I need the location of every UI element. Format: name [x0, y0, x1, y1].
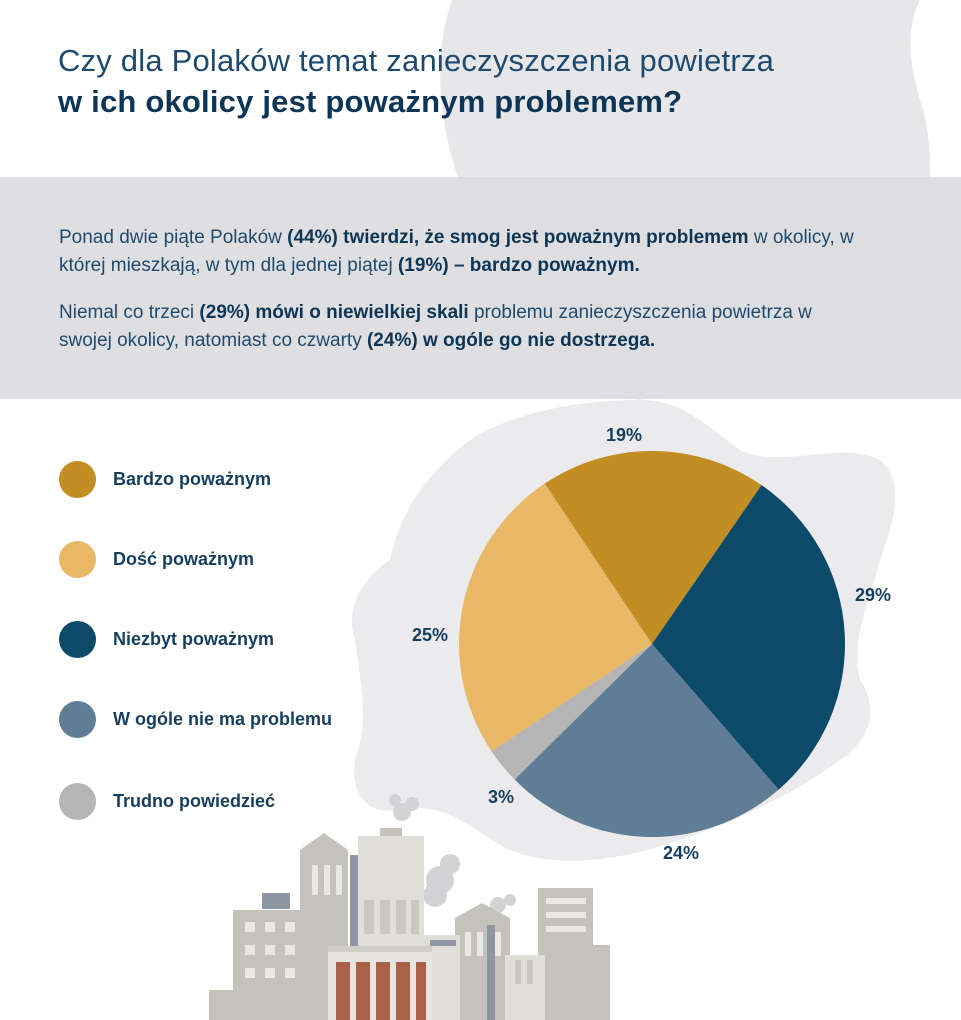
legend-swatch — [59, 700, 96, 738]
pie-data-label: 3% — [488, 787, 514, 807]
pie-data-label: 25% — [412, 625, 448, 645]
legend-label: Trudno powiedzieć — [113, 790, 276, 811]
legend-item: Bardzo poważnym — [59, 460, 271, 498]
summary-text: problemu zanieczyszczenia powietrza w sw… — [59, 302, 812, 351]
legend-item: Niezbyt poważnym — [59, 620, 274, 658]
summary-highlight: (24%) w ogóle go nie dostrzega. — [366, 330, 656, 351]
summary-band — [0, 177, 961, 399]
legend-label: W ogóle nie ma problemu — [113, 708, 333, 729]
legend-swatch — [59, 782, 96, 820]
page-title: Czy dla Polaków temat zanieczyszczenia p… — [58, 40, 918, 122]
legend-label: Dość poważnym — [113, 548, 255, 569]
legend-item: Trudno powiedzieć — [59, 782, 275, 820]
summary-highlight: (29%) mówi o niewielkiej skali — [199, 302, 469, 323]
summary-text: w okolicy, w której mieszkają, w tym dla… — [59, 227, 854, 276]
summary-text: Ponad dwie piąte Polaków — [59, 227, 288, 248]
legend-label: Bardzo poważnym — [113, 468, 272, 489]
summary-paragraph-1: Ponad dwie piąte Polaków (44%) twierdzi,… — [59, 224, 869, 280]
legend-label: Niezbyt poważnym — [113, 628, 275, 649]
legend-swatch — [59, 540, 96, 578]
pie-data-label: 24% — [663, 843, 699, 863]
title-line-2: w ich okolicy jest poważnym problemem? — [58, 84, 683, 119]
legend-swatch — [59, 460, 96, 498]
title-line-1: Czy dla Polaków temat zanieczyszczenia p… — [58, 43, 775, 78]
legend-item: W ogóle nie ma problemu — [59, 700, 332, 738]
pie-slice — [544, 451, 762, 644]
summary-highlight: (44%) twierdzi, że smog jest poważnym pr… — [287, 227, 749, 248]
summary-text: Niemal co trzeci — [59, 302, 200, 323]
summary-paragraph-2: Niemal co trzeci (29%) mówi o niewielkie… — [59, 299, 869, 355]
pie-data-label: 29% — [855, 585, 891, 605]
pie-slice — [459, 483, 652, 752]
pie-slice — [652, 485, 845, 790]
legend-item: Dość poważnym — [59, 540, 254, 578]
summary-highlight: (19%) – bardzo poważnym. — [397, 255, 640, 276]
pie-data-label: 19% — [606, 425, 642, 445]
pie-slice — [491, 644, 652, 780]
legend-swatch — [59, 620, 96, 658]
pie-slice — [514, 644, 779, 838]
